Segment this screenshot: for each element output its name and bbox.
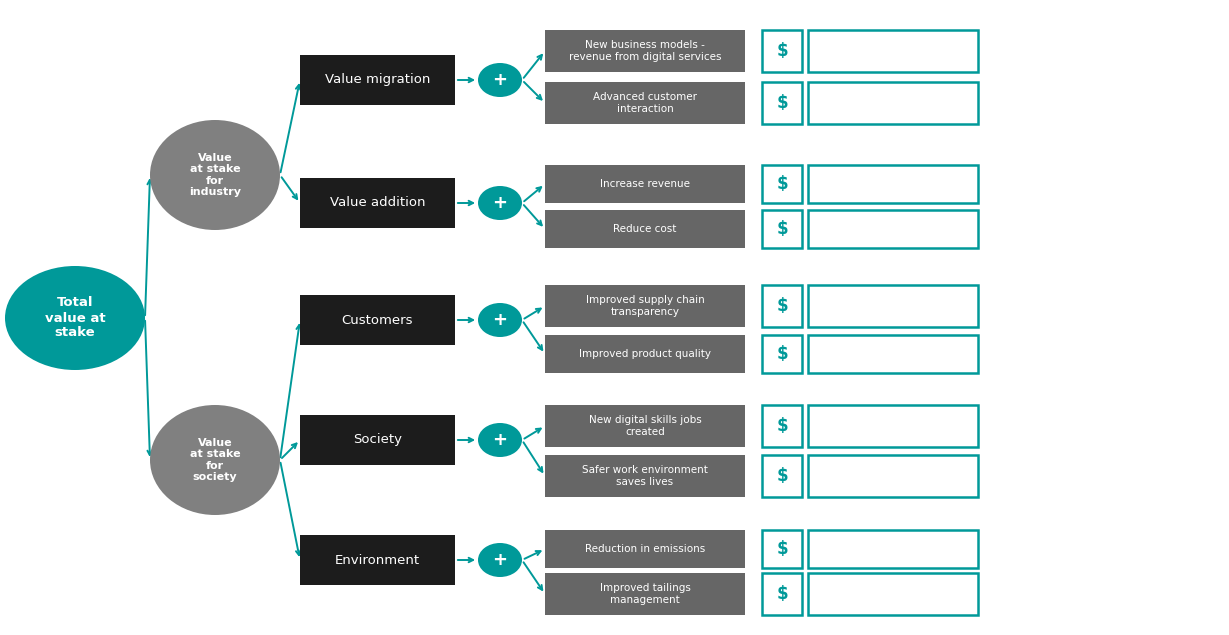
Text: Improved product quality: Improved product quality	[579, 349, 712, 359]
Text: $: $	[777, 540, 788, 558]
FancyBboxPatch shape	[544, 455, 745, 497]
Ellipse shape	[5, 266, 145, 370]
Text: Customers: Customers	[342, 314, 413, 326]
FancyBboxPatch shape	[762, 573, 803, 615]
Text: New digital skills jobs
created: New digital skills jobs created	[589, 415, 702, 437]
Text: Value addition: Value addition	[329, 196, 425, 210]
FancyBboxPatch shape	[807, 165, 978, 203]
Text: +: +	[493, 311, 508, 329]
Ellipse shape	[478, 186, 522, 220]
Text: Reduction in emissions: Reduction in emissions	[585, 544, 705, 554]
FancyBboxPatch shape	[300, 178, 455, 228]
FancyBboxPatch shape	[762, 530, 803, 568]
FancyBboxPatch shape	[762, 335, 803, 373]
FancyBboxPatch shape	[762, 82, 803, 124]
Text: Value migration: Value migration	[324, 74, 430, 86]
Text: Safer work environment
saves lives: Safer work environment saves lives	[583, 465, 708, 487]
FancyBboxPatch shape	[807, 210, 978, 248]
FancyBboxPatch shape	[300, 535, 455, 585]
Text: $: $	[777, 297, 788, 315]
Text: Increase revenue: Increase revenue	[600, 179, 689, 189]
FancyBboxPatch shape	[807, 405, 978, 447]
Text: +: +	[493, 71, 508, 89]
Text: $: $	[777, 220, 788, 238]
FancyBboxPatch shape	[544, 573, 745, 615]
FancyBboxPatch shape	[544, 210, 745, 248]
FancyBboxPatch shape	[300, 55, 455, 105]
Text: Reduce cost: Reduce cost	[613, 224, 677, 234]
Text: +: +	[493, 194, 508, 212]
FancyBboxPatch shape	[544, 405, 745, 447]
FancyBboxPatch shape	[762, 165, 803, 203]
FancyBboxPatch shape	[762, 285, 803, 327]
Text: $: $	[777, 42, 788, 60]
Text: Environment: Environment	[336, 554, 420, 566]
FancyBboxPatch shape	[762, 405, 803, 447]
Text: Value
at stake
for
industry: Value at stake for industry	[189, 152, 241, 197]
Ellipse shape	[478, 543, 522, 577]
Text: $: $	[777, 94, 788, 112]
Text: Advanced customer
interaction: Advanced customer interaction	[594, 92, 697, 114]
Text: Improved supply chain
transparency: Improved supply chain transparency	[586, 295, 704, 317]
FancyBboxPatch shape	[762, 455, 803, 497]
Ellipse shape	[478, 423, 522, 457]
Text: $: $	[777, 345, 788, 363]
Text: +: +	[493, 431, 508, 449]
FancyBboxPatch shape	[544, 285, 745, 327]
FancyBboxPatch shape	[807, 30, 978, 72]
Text: New business models -
revenue from digital services: New business models - revenue from digit…	[569, 40, 721, 62]
FancyBboxPatch shape	[300, 415, 455, 465]
Text: $: $	[777, 417, 788, 435]
FancyBboxPatch shape	[762, 210, 803, 248]
FancyBboxPatch shape	[807, 335, 978, 373]
FancyBboxPatch shape	[544, 82, 745, 124]
Text: $: $	[777, 585, 788, 603]
Text: Value
at stake
for
society: Value at stake for society	[189, 438, 241, 483]
Text: +: +	[493, 551, 508, 569]
FancyBboxPatch shape	[807, 573, 978, 615]
Ellipse shape	[478, 303, 522, 337]
Text: Improved tailings
management: Improved tailings management	[600, 583, 691, 605]
Text: Society: Society	[353, 434, 402, 446]
FancyBboxPatch shape	[544, 530, 745, 568]
FancyBboxPatch shape	[544, 165, 745, 203]
FancyBboxPatch shape	[807, 285, 978, 327]
Ellipse shape	[478, 63, 522, 97]
Ellipse shape	[150, 405, 280, 515]
FancyBboxPatch shape	[300, 295, 455, 345]
Text: $: $	[777, 467, 788, 485]
FancyBboxPatch shape	[762, 30, 803, 72]
Ellipse shape	[150, 120, 280, 230]
FancyBboxPatch shape	[807, 455, 978, 497]
Text: Total
value at
stake: Total value at stake	[44, 297, 106, 340]
FancyBboxPatch shape	[544, 30, 745, 72]
FancyBboxPatch shape	[544, 335, 745, 373]
FancyBboxPatch shape	[807, 530, 978, 568]
Text: $: $	[777, 175, 788, 193]
FancyBboxPatch shape	[807, 82, 978, 124]
